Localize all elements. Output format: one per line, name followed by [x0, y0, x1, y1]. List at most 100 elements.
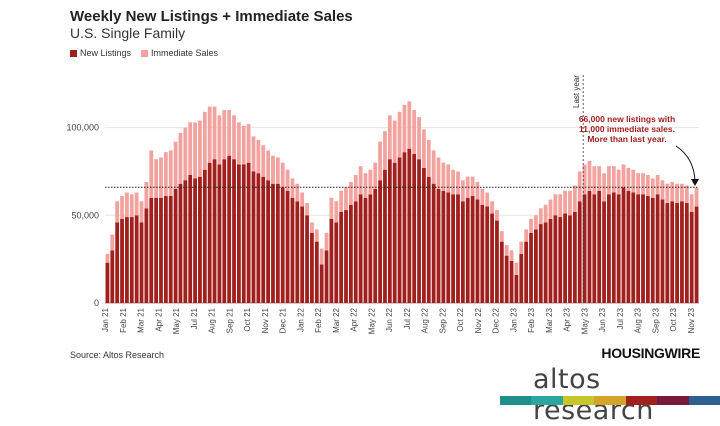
bar-immediate-sales: [650, 178, 655, 198]
bar-new-listings: [285, 190, 290, 303]
bar-immediate-sales: [597, 166, 602, 191]
x-tick-label: Nov 21: [261, 307, 270, 333]
bar-new-listings: [295, 201, 300, 303]
bar-immediate-sales: [475, 181, 480, 200]
bar-immediate-sales: [212, 106, 217, 160]
bar-new-listings: [246, 162, 251, 303]
legend-item-immediate-sales[interactable]: Immediate Sales: [141, 48, 218, 58]
bar-new-listings: [456, 194, 460, 303]
legend-swatch-immediate-sales: [141, 49, 149, 57]
bar-immediate-sales: [295, 183, 300, 202]
altos-research-logo: altos research: [533, 364, 654, 426]
bar-immediate-sales: [183, 127, 188, 181]
bar-new-listings: [193, 178, 197, 303]
bar-immediate-sales: [422, 129, 426, 168]
bar-immediate-sales: [504, 245, 509, 256]
bar-immediate-sales: [334, 201, 339, 223]
bar-immediate-sales: [456, 171, 460, 195]
callout-arrowhead: [691, 179, 699, 186]
bar-new-listings: [266, 180, 271, 303]
bar-immediate-sales: [256, 139, 261, 174]
bar-new-listings: [533, 229, 538, 303]
bar-new-listings: [202, 169, 207, 303]
stacked-bar-chart: 0 50,000 100,000 Last year Jan 21 Feb 21 Mar 2…: [66, 75, 699, 334]
bar-immediate-sales: [417, 117, 421, 160]
bar-immediate-sales: [251, 136, 256, 172]
bar-immediate-sales: [329, 197, 334, 219]
x-tick-label: Jun 23: [598, 307, 607, 332]
bar-new-listings: [178, 183, 183, 303]
chart-title: Weekly New Listings + Immediate Sales: [70, 8, 353, 25]
bar-new-listings: [680, 201, 684, 303]
bar-immediate-sales: [470, 176, 475, 197]
bar-new-listings: [645, 196, 650, 303]
bar-new-listings: [129, 217, 134, 303]
bar-immediate-sales: [441, 162, 446, 191]
bar-immediate-sales: [125, 192, 129, 218]
legend-item-new-listings[interactable]: New Listings: [70, 48, 131, 58]
bar-immediate-sales: [310, 222, 314, 233]
bar-new-listings: [149, 197, 154, 303]
bar-new-listings: [602, 201, 606, 303]
x-tick-label: May 21: [172, 307, 181, 334]
bar-new-listings: [641, 194, 645, 303]
bar-new-listings: [236, 164, 241, 303]
bar-immediate-sales: [490, 201, 494, 214]
bar-new-listings: [344, 210, 348, 303]
bar-immediate-sales: [198, 120, 202, 177]
bar-immediate-sales: [392, 120, 397, 163]
bar-new-listings: [358, 194, 363, 303]
bar-new-listings: [524, 241, 529, 303]
bar-new-listings: [470, 196, 475, 303]
bar-immediate-sales: [378, 141, 382, 181]
bar-immediate-sales: [412, 110, 417, 154]
bar-new-listings: [436, 189, 441, 303]
bar-immediate-sales: [154, 159, 159, 198]
brand-strip-segment: [657, 396, 689, 405]
bar-immediate-sales: [207, 106, 212, 163]
bar-new-listings: [553, 215, 558, 303]
bar-new-listings: [650, 197, 655, 303]
bar-new-listings: [582, 194, 587, 303]
bar-immediate-sales: [451, 169, 456, 195]
callout-text: 66,000 new listings with: [579, 114, 675, 124]
bar-new-listings: [134, 215, 139, 303]
bar-immediate-sales: [607, 166, 611, 195]
bar-new-listings: [548, 218, 553, 303]
x-tick-label: Feb 22: [314, 307, 323, 332]
bar-new-listings: [616, 194, 621, 303]
bar-immediate-sales: [485, 192, 490, 207]
bar-immediate-sales: [582, 164, 587, 195]
bar-new-listings: [543, 222, 548, 303]
bar-new-listings: [684, 203, 689, 303]
x-tick-label: Feb 23: [527, 307, 536, 332]
bar-immediate-sales: [324, 232, 329, 251]
x-tick-label: Jul 22: [403, 307, 412, 329]
bar-new-listings: [368, 194, 373, 303]
bar-immediate-sales: [670, 181, 675, 202]
bar-immediate-sales: [217, 115, 222, 165]
x-tick-label: Sep 22: [438, 307, 447, 333]
bar-immediate-sales: [178, 132, 183, 184]
bar-new-listings: [412, 153, 417, 303]
bar-immediate-sales: [290, 178, 295, 198]
y-tick-label: 50,000: [71, 210, 99, 220]
bar-new-listings: [509, 260, 514, 303]
bar-new-listings: [212, 159, 217, 303]
bar-immediate-sales: [621, 164, 626, 188]
bar-new-listings: [198, 176, 202, 303]
bar-immediate-sales: [563, 190, 568, 214]
bar-new-listings: [665, 203, 670, 303]
bar-new-listings: [587, 190, 592, 303]
bar-immediate-sales: [368, 169, 373, 195]
bar-immediate-sales: [314, 229, 319, 242]
bar-new-listings: [183, 180, 188, 303]
bar-immediate-sales: [236, 122, 241, 165]
bar-immediate-sales: [173, 141, 178, 189]
bar-immediate-sales: [529, 218, 533, 233]
bar-immediate-sales: [665, 183, 670, 204]
bar-immediate-sales: [548, 199, 553, 219]
bar-new-listings: [188, 174, 193, 303]
bar-new-listings: [348, 204, 353, 303]
bar-new-listings: [475, 199, 480, 303]
